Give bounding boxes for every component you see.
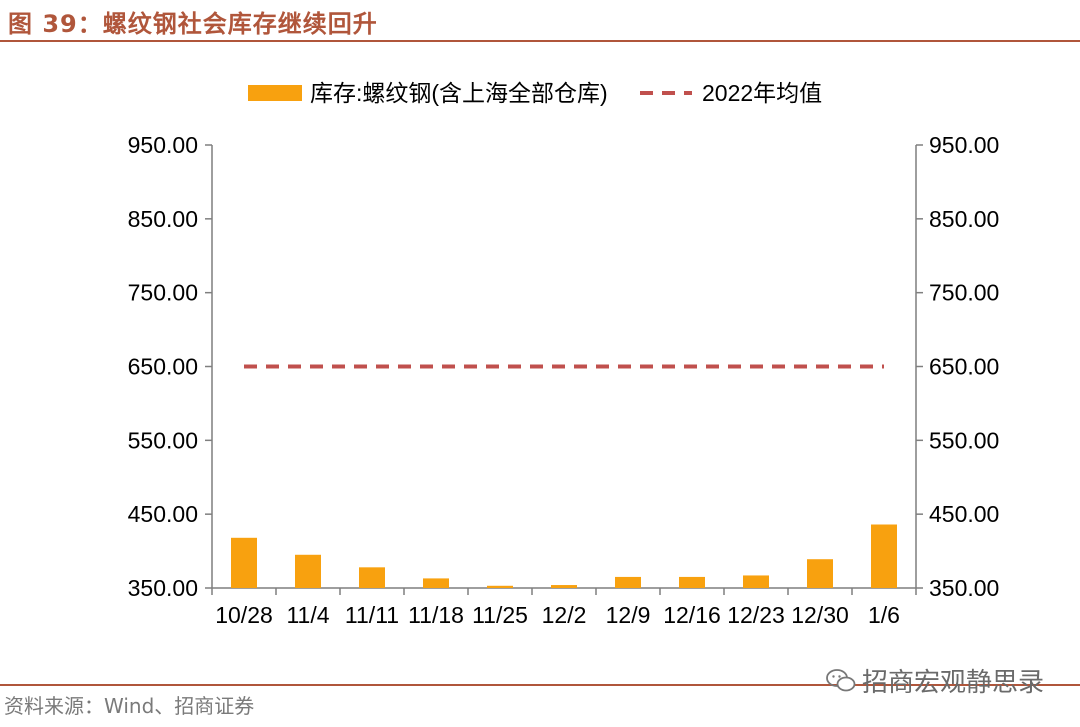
bar	[359, 567, 385, 588]
x-tick-label: 10/28	[215, 602, 273, 628]
legend-label-average: 2022年均值	[702, 80, 822, 106]
x-tick-label: 12/30	[791, 602, 849, 628]
source-note: 资料来源：Wind、招商证券	[4, 694, 255, 718]
chart-axes: 350.00 450.00 550.00 650.00 750.00 850.00 950.…	[128, 132, 1000, 628]
watermark-text: 招商宏观静思录	[861, 668, 1044, 698]
chart-bars	[231, 524, 897, 588]
title-rule	[0, 40, 1080, 42]
y-tick-label-right: 650.00	[929, 354, 999, 380]
y-tick-label-left: 650.00	[128, 354, 198, 380]
bar	[295, 554, 321, 588]
y-tick-label-left: 550.00	[128, 427, 198, 453]
bar	[615, 576, 641, 588]
bar	[487, 585, 513, 588]
y-tick-label-right: 350.00	[929, 575, 999, 601]
y-tick-label-left: 450.00	[128, 501, 198, 527]
y-tick-label-left: 950.00	[128, 132, 198, 158]
x-tick-label: 11/4	[286, 602, 329, 628]
bar	[423, 578, 449, 588]
bar	[551, 585, 577, 588]
x-tick-label: 12/16	[663, 602, 721, 628]
y-tick-label-right: 950.00	[929, 132, 999, 158]
bar-chart: 库存:螺纹钢(含上海全部仓库) 2022年均值 350.00 450.00 550.…	[128, 80, 1000, 628]
y-tick-label-left: 350.00	[128, 575, 198, 601]
legend-label-inventory: 库存:螺纹钢(含上海全部仓库)	[310, 80, 608, 106]
y-tick-label-right: 850.00	[929, 206, 999, 232]
y-tick-label-right: 450.00	[929, 501, 999, 527]
figure-title: 图 39：螺纹钢社会库存继续回升	[8, 10, 378, 38]
x-tick-label: 1/6	[868, 602, 900, 628]
y-tick-label-left: 750.00	[128, 280, 198, 306]
wechat-icon	[826, 668, 856, 691]
x-tick-label: 12/2	[542, 602, 587, 628]
chart-legend: 库存:螺纹钢(含上海全部仓库) 2022年均值	[248, 80, 822, 106]
y-tick-label-right: 750.00	[929, 280, 999, 306]
bar	[679, 576, 705, 588]
legend-swatch-bar	[248, 85, 302, 101]
bar	[743, 575, 769, 588]
x-tick-label: 12/9	[606, 602, 651, 628]
bar	[871, 524, 897, 588]
bar	[807, 559, 833, 588]
x-tick-label: 11/25	[472, 602, 528, 628]
bar	[231, 537, 257, 588]
x-tick-label: 12/23	[727, 602, 785, 628]
y-tick-label-left: 850.00	[128, 206, 198, 232]
y-tick-label-right: 550.00	[929, 427, 999, 453]
x-tick-label: 11/11	[345, 602, 399, 628]
x-tick-label: 11/18	[408, 602, 464, 628]
watermark: 招商宏观静思录	[826, 662, 1044, 699]
footer-rule	[0, 684, 1080, 686]
